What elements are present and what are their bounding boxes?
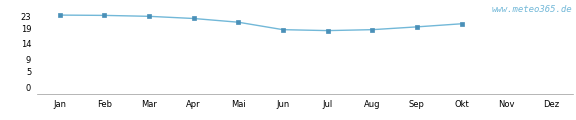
Text: www.meteo365.de: www.meteo365.de xyxy=(491,5,572,14)
